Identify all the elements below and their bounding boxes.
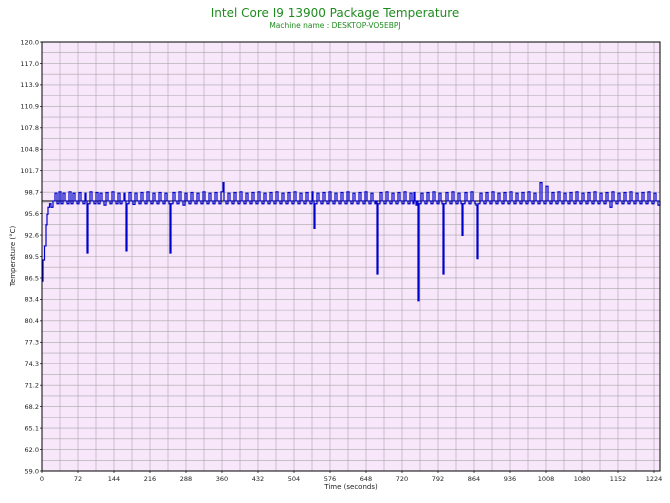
x-tick-label: 432 [252,475,264,483]
x-tick-label: 1008 [538,475,555,483]
x-axis-label: Time (seconds) [323,483,378,491]
y-tick-label: 98.7 [25,188,39,196]
x-tick-label: 792 [432,475,444,483]
y-tick-label: 120.0 [20,38,39,46]
x-tick-label: 864 [468,475,480,483]
y-tick-label: 113.9 [20,81,39,89]
temperature-series-line [42,182,661,302]
y-tick-label: 89.5 [25,253,39,261]
y-tick-label: 107.8 [20,124,39,132]
y-tick-label: 117.0 [20,60,39,68]
x-tick-label: 504 [288,475,300,483]
x-tick-label: 0 [40,475,44,483]
y-tick-label: 95.6 [25,210,39,218]
y-tick-label: 59.0 [25,467,39,475]
series-group [42,182,661,302]
y-tick-label: 74.3 [25,360,39,368]
x-tick-label: 936 [504,475,516,483]
y-tick-label: 68.2 [25,403,39,411]
x-tick-label: 720 [396,475,408,483]
x-tick-label: 144 [108,475,120,483]
chart-subtitle: Machine name : DESKTOP-VO5EBPJ [269,21,401,30]
y-tick-label: 86.5 [25,274,39,282]
y-tick-label: 104.8 [20,146,39,154]
grid [42,42,660,471]
y-tick-label: 80.4 [25,317,39,325]
x-tick-label: 288 [180,475,192,483]
y-tick-label: 92.6 [25,231,39,239]
x-tick-label: 216 [144,475,156,483]
y-axis-label: Temperature (°C) [9,226,17,288]
x-tick-label: 72 [74,475,82,483]
x-tick-label: 648 [360,475,372,483]
x-tick-label: 1224 [646,475,663,483]
y-tick-label: 65.1 [25,424,39,432]
y-tick-label: 110.9 [20,103,39,111]
y-tick-label: 71.2 [25,382,39,390]
x-tick-label: 360 [216,475,228,483]
y-tick-label: 77.3 [25,339,39,347]
x-tick-label: 1152 [610,475,627,483]
x-tick-label: 576 [324,475,336,483]
chart-title: Intel Core I9 13900 Package Temperature [210,6,460,20]
y-tick-label: 101.7 [20,167,39,175]
x-tick-label: 1080 [574,475,591,483]
y-tick-label: 83.4 [25,296,39,304]
x-tick-labels: 0 72 144 216 288 360 432 504 576 648 720 792 864 936 1… [40,471,662,483]
y-tick-label: 62.0 [25,446,39,454]
y-tick-labels: 120.0 117.0 113.9 110.9 107.8 104.8 101.7 98.7 9… [20,38,42,475]
